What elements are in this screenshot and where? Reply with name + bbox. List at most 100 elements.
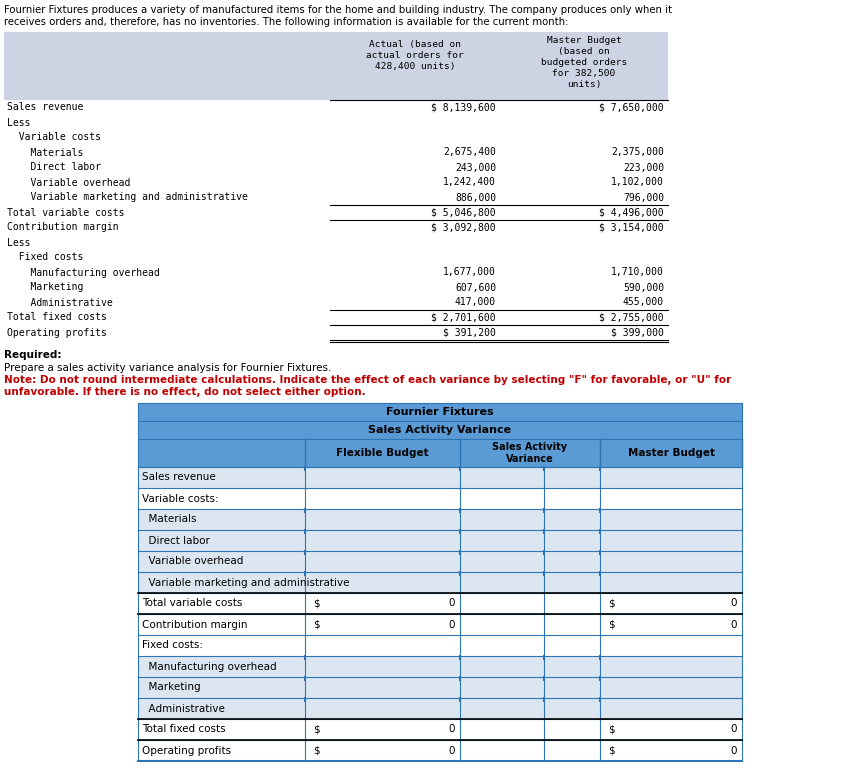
Text: 417,000: 417,000 [455, 298, 496, 308]
Text: $: $ [608, 745, 614, 755]
Text: Contribution margin: Contribution margin [142, 619, 248, 629]
Text: 428,400 units): 428,400 units) [375, 62, 456, 71]
Text: Fixed costs:: Fixed costs: [142, 640, 203, 650]
Text: actual orders for: actual orders for [366, 51, 464, 60]
Text: Fixed costs: Fixed costs [7, 253, 84, 263]
Text: 796,000: 796,000 [623, 193, 664, 203]
Text: Master Budget: Master Budget [546, 36, 621, 45]
Text: Variable marketing and administrative: Variable marketing and administrative [7, 193, 248, 203]
Text: Administrative: Administrative [142, 703, 225, 713]
Bar [138, 530, 742, 551]
Bar [138, 593, 742, 614]
Text: Variable overhead: Variable overhead [7, 177, 130, 187]
Text: 2,375,000: 2,375,000 [611, 148, 664, 158]
Text: 0: 0 [449, 745, 455, 755]
Bar [138, 677, 742, 698]
Text: Manufacturing overhead: Manufacturing overhead [7, 267, 160, 277]
Text: Sales revenue: Sales revenue [142, 472, 216, 483]
Text: Total variable costs: Total variable costs [142, 598, 243, 608]
Text: Operating profits: Operating profits [7, 327, 107, 337]
Bar [138, 403, 742, 421]
Text: (based on: (based on [558, 47, 610, 56]
Bar [138, 635, 742, 656]
Text: Variable costs:: Variable costs: [142, 493, 218, 503]
Text: 0: 0 [449, 598, 455, 608]
Text: units): units) [567, 80, 602, 89]
Text: 243,000: 243,000 [455, 162, 496, 172]
Text: Master Budget: Master Budget [627, 448, 715, 458]
Text: Less: Less [7, 238, 30, 248]
Text: budgeted orders: budgeted orders [541, 58, 627, 67]
Text: Total fixed costs: Total fixed costs [7, 312, 107, 322]
Text: Actual (based on: Actual (based on [369, 40, 461, 49]
Text: Manufacturing overhead: Manufacturing overhead [142, 661, 277, 671]
Text: $ 391,200: $ 391,200 [443, 327, 496, 337]
Text: $ 399,000: $ 399,000 [611, 327, 664, 337]
Bar [138, 698, 742, 719]
Text: 886,000: 886,000 [455, 193, 496, 203]
Bar [138, 572, 742, 593]
Text: $: $ [313, 598, 319, 608]
Text: Marketing: Marketing [142, 682, 200, 692]
Text: Administrative: Administrative [7, 298, 113, 308]
Bar [138, 467, 742, 488]
Text: 1,242,400: 1,242,400 [443, 177, 496, 187]
Text: Variable marketing and administrative: Variable marketing and administrative [142, 577, 350, 587]
Text: $ 3,154,000: $ 3,154,000 [600, 222, 664, 232]
Bar [138, 740, 742, 761]
Text: 223,000: 223,000 [623, 162, 664, 172]
Text: $ 7,650,000: $ 7,650,000 [600, 103, 664, 113]
Text: 0: 0 [449, 724, 455, 734]
Text: Variable costs: Variable costs [7, 133, 101, 142]
Text: 0: 0 [730, 598, 737, 608]
Text: Flexible Budget: Flexible Budget [337, 448, 429, 458]
Text: $ 3,092,800: $ 3,092,800 [432, 222, 496, 232]
Text: $: $ [608, 619, 614, 629]
Text: Required:: Required: [4, 350, 61, 360]
Text: 2,675,400: 2,675,400 [443, 148, 496, 158]
Text: $ 2,701,600: $ 2,701,600 [432, 312, 496, 322]
Text: Contribution margin: Contribution margin [7, 222, 118, 232]
Bar [138, 421, 742, 439]
Text: Direct labor: Direct labor [142, 535, 210, 545]
Text: $ 5,046,800: $ 5,046,800 [432, 207, 496, 218]
Text: Materials: Materials [142, 514, 197, 524]
Text: 0: 0 [449, 619, 455, 629]
Text: $: $ [313, 724, 319, 734]
Text: $ 2,755,000: $ 2,755,000 [600, 312, 664, 322]
Text: Fournier Fixtures: Fournier Fixtures [386, 407, 494, 417]
Text: Sales revenue: Sales revenue [7, 103, 84, 113]
Text: $: $ [313, 619, 319, 629]
Text: Total variable costs: Total variable costs [7, 207, 124, 218]
Bar [330, 32, 668, 100]
Text: 1,677,000: 1,677,000 [443, 267, 496, 277]
Text: unfavorable. If there is no effect, do not select either option.: unfavorable. If there is no effect, do n… [4, 387, 366, 397]
Bar [138, 551, 742, 572]
Bar [138, 439, 742, 467]
Text: Note: Do not round intermediate calculations. Indicate the effect of each varian: Note: Do not round intermediate calculat… [4, 375, 731, 385]
Bar [138, 719, 742, 740]
Bar [138, 509, 742, 530]
Text: Less: Less [7, 117, 30, 127]
Text: Direct labor: Direct labor [7, 162, 101, 172]
Text: Prepare a sales activity variance analysis for Fournier Fixtures.: Prepare a sales activity variance analys… [4, 363, 331, 373]
Text: Operating profits: Operating profits [142, 745, 231, 755]
Text: 590,000: 590,000 [623, 283, 664, 292]
Text: 0: 0 [730, 619, 737, 629]
Bar [138, 614, 742, 635]
Bar [4, 32, 330, 100]
Text: receives orders and, therefore, has no inventories. The following information is: receives orders and, therefore, has no i… [4, 17, 569, 27]
Text: $ 4,496,000: $ 4,496,000 [600, 207, 664, 218]
Text: Sales Activity
Variance: Sales Activity Variance [493, 442, 568, 464]
Text: $: $ [608, 724, 614, 734]
Text: for 382,500: for 382,500 [552, 69, 615, 78]
Text: Variable overhead: Variable overhead [142, 556, 243, 566]
Bar [138, 656, 742, 677]
Text: 0: 0 [730, 745, 737, 755]
Text: $: $ [313, 745, 319, 755]
Text: 455,000: 455,000 [623, 298, 664, 308]
Bar [138, 488, 742, 509]
Text: Marketing: Marketing [7, 283, 84, 292]
Text: Total fixed costs: Total fixed costs [142, 724, 225, 734]
Text: $: $ [608, 598, 614, 608]
